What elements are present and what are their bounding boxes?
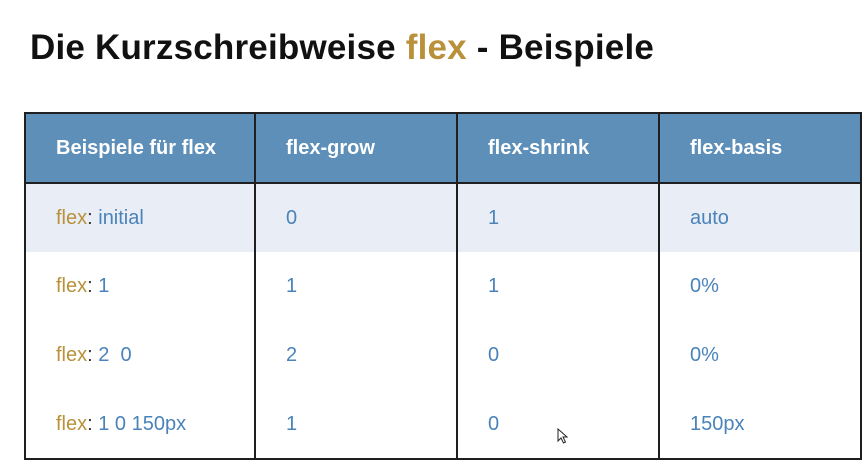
flex-shorthand-table: Beispiele für flex flex-grow flex-shrink… [24,112,862,460]
shrink-cell: 0 [456,390,660,460]
flex-value: initial [92,206,144,229]
header-flex-grow: flex-grow [254,112,458,184]
example-cell: flex: 1 [24,252,256,321]
table-row: flex: initial 0 1 auto [24,183,862,252]
basis-cell: 0% [658,321,862,390]
colon: : [87,412,93,435]
example-cell: flex: initial [24,183,256,252]
table-row: flex: 2 0 2 0 0% [24,321,862,390]
colon: : [87,206,93,229]
header-examples: Beispiele für flex [24,112,256,184]
shrink-cell: 0 [456,321,660,390]
basis-cell: 0% [658,252,862,321]
basis-cell: auto [658,183,862,252]
flex-keyword: flex [56,412,88,435]
flex-value: 1 [92,275,110,297]
table-header-row: Beispiele für flex flex-grow flex-shrink… [24,112,862,184]
flex-value: 1 0 150px [92,412,187,435]
table-row: flex: 1 1 1 0% [24,252,862,321]
grow-cell: 2 [254,321,458,390]
flex-keyword: flex [56,344,88,366]
example-cell: flex: 2 0 [24,321,256,390]
basis-cell: 150px [658,390,862,460]
title-prefix: Die Kurzschreibweise [30,28,406,67]
example-cell: flex: 1 0 150px [24,390,256,460]
flex-value: 2 0 [92,344,132,366]
title-keyword: flex [405,28,467,67]
header-flex-shrink: flex-shrink [456,112,660,184]
title-suffix: - Beispiele [466,28,655,67]
flex-keyword: flex [56,206,88,229]
shrink-cell: 1 [456,183,660,252]
flex-keyword: flex [56,275,88,297]
table-row: flex: 1 0 150px 1 0 150px [24,390,862,460]
page-title: Die Kurzschreibweise flex - Beispiele [30,28,654,68]
grow-cell: 0 [254,183,458,252]
colon: : [87,275,93,297]
header-flex-basis: flex-basis [658,112,862,184]
shrink-cell: 1 [456,252,660,321]
colon: : [87,344,93,366]
grow-cell: 1 [254,390,458,460]
grow-cell: 1 [254,252,458,321]
mouse-pointer-icon [557,428,569,444]
